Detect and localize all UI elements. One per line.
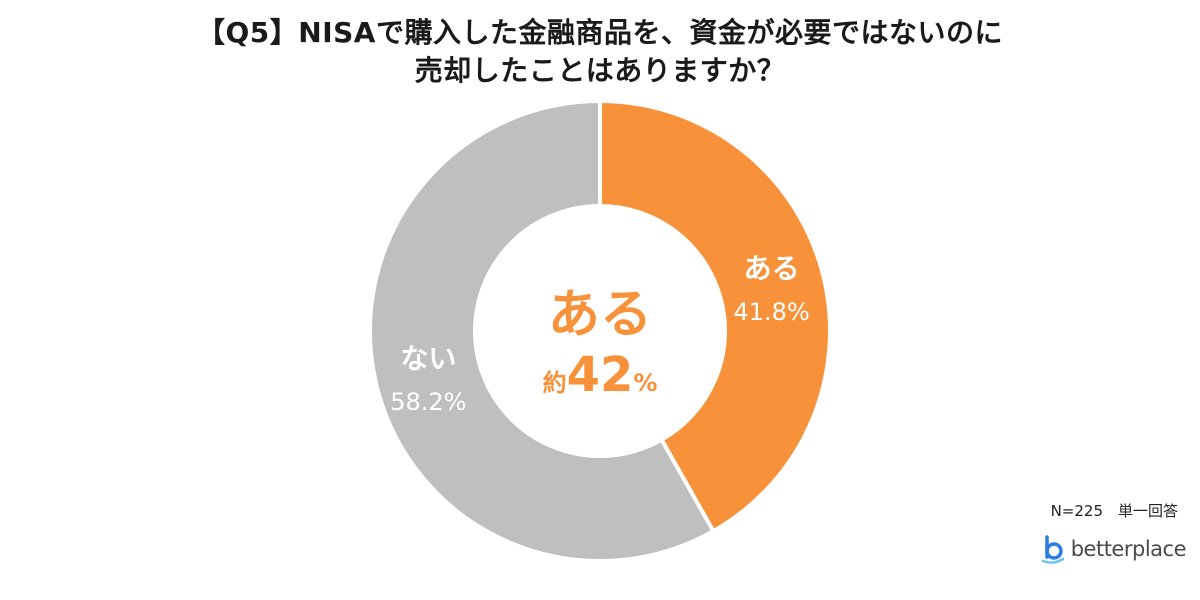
slice-value-1: 58.2% xyxy=(390,388,466,416)
center-value-unit: % xyxy=(633,369,657,397)
center-label: ある 約42% xyxy=(543,285,658,403)
logo-text: betterplace xyxy=(1070,537,1187,561)
brand-logo: betterplace xyxy=(1039,534,1187,564)
center-value-label: 約42% xyxy=(543,347,658,403)
betterplace-logo-icon xyxy=(1041,535,1064,564)
logo-text-part1: better xyxy=(1070,537,1133,561)
donut-slice-0 xyxy=(598,98,832,534)
slice-label-0: ある xyxy=(744,252,800,285)
slice-labels: ある 41.8% ない 58.2% xyxy=(390,252,810,416)
center-value-prefix: 約 xyxy=(543,369,567,397)
center-value-number: 42 xyxy=(567,347,634,403)
chart-title-line2: 売却したことはありますか？ xyxy=(414,54,786,87)
chart-title: 【Q5】NISAで購入した金融商品を、資金が必要ではないのに 売却したことはあり… xyxy=(0,14,1200,90)
center-main-label: ある xyxy=(548,285,652,345)
logo-text-part2: place xyxy=(1132,537,1187,561)
slice-value-0: 41.8% xyxy=(734,298,810,326)
footnote: N=225 単一回答 xyxy=(1050,502,1178,520)
chart-title-line1: 【Q5】NISAで購入した金融商品を、資金が必要ではないのに xyxy=(197,16,1003,49)
donut-slice-1 xyxy=(368,98,717,563)
slice-label-1: ない xyxy=(400,342,456,375)
donut-slices xyxy=(368,98,832,563)
